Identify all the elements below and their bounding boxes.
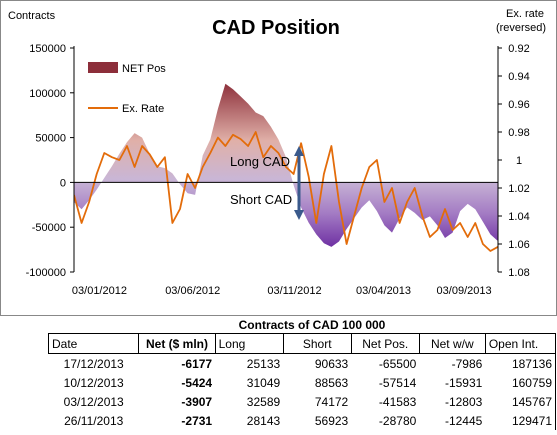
col-open-int: Open Int. xyxy=(484,333,557,354)
cell-date: 10/12/2013 xyxy=(63,375,124,390)
right-tick-label: 1 xyxy=(516,155,522,167)
right-tick-label: 0.98 xyxy=(508,127,529,139)
col-date: Date xyxy=(47,333,139,354)
annotation-short-cad: Short CAD xyxy=(230,192,292,207)
right-axis-label-line2: (reversed) xyxy=(496,22,546,34)
left-tick-label: 0 xyxy=(60,177,66,189)
cell-date: 26/11/2013 xyxy=(64,413,124,428)
positions-table: Date Net ($ mln) Long Short Net Pos. Net… xyxy=(47,333,557,430)
arrow-down-head xyxy=(294,210,304,220)
right-axis-label-line1: Ex. rate xyxy=(506,8,544,20)
col-net-pos: Net Pos. xyxy=(350,333,420,354)
cell-net-ww: -12803 xyxy=(444,394,483,409)
cell-net-pos: -41583 xyxy=(378,394,417,409)
cell-long: 25133 xyxy=(246,356,281,371)
x-tick-label: 03/04/2013 xyxy=(356,285,411,297)
plot-area xyxy=(74,83,498,252)
cell-short: 90633 xyxy=(314,356,349,371)
series-ex-rate-line xyxy=(74,131,498,252)
positions-table-block: Contracts of CAD 100 000 Date Net ($ mln… xyxy=(47,318,557,430)
cell-net-ww: -12445 xyxy=(444,413,483,428)
table-row: 26/11/2013 -2731 28143 56923 -28780 -124… xyxy=(49,411,557,430)
left-tick-label: -100000 xyxy=(26,267,66,279)
cell-net-mln: -6177 xyxy=(181,356,213,371)
table-header-row: Date Net ($ mln) Long Short Net Pos. Net… xyxy=(47,333,557,354)
left-tick-label: 100000 xyxy=(29,88,66,100)
right-tick-label: 0.94 xyxy=(508,71,529,83)
col-short: Short xyxy=(282,333,352,354)
chart: 150000 100000 50000 0 -50000 -100000 0.92 0.94 0… xyxy=(0,0,557,316)
legend-swatch-net-pos xyxy=(88,62,118,73)
cell-long: 32589 xyxy=(246,394,281,409)
table-row: 10/12/2013 -5424 31049 88563 -57514 -159… xyxy=(49,373,557,392)
cell-open-int: 145767 xyxy=(485,392,557,411)
annotation-long-cad: Long CAD xyxy=(230,154,290,169)
cell-open-int: 187136 xyxy=(485,353,557,373)
x-tick-label: 03/01/2012 xyxy=(72,285,127,297)
right-tick-label: 0.92 xyxy=(508,43,529,55)
cell-short: 74172 xyxy=(314,394,349,409)
cell-net-pos: -57514 xyxy=(378,375,417,390)
right-tick-label: 1.06 xyxy=(508,239,529,251)
left-axis-label: Contracts xyxy=(8,10,56,22)
left-tick-label: 50000 xyxy=(35,133,66,145)
left-tick-label: 150000 xyxy=(29,43,66,55)
cell-short: 88563 xyxy=(314,375,349,390)
col-net-mln: Net ($ mln) xyxy=(138,333,216,354)
right-tick-label: 1.04 xyxy=(508,211,529,223)
right-tick-label: 0.96 xyxy=(508,99,529,111)
cell-net-mln: -2731 xyxy=(181,413,213,428)
left-tick-label: -50000 xyxy=(32,222,66,234)
cell-net-ww: -15931 xyxy=(444,375,483,390)
axes: 150000 100000 50000 0 -50000 -100000 0.92 0.94 0… xyxy=(26,43,530,297)
cell-open-int: 160759 xyxy=(485,373,557,392)
cell-long: 31049 xyxy=(246,375,281,390)
cell-net-mln: -3907 xyxy=(181,394,213,409)
cell-open-int: 129471 xyxy=(485,411,557,430)
cell-short: 56923 xyxy=(314,413,349,428)
cell-net-ww: -7986 xyxy=(451,356,483,371)
cell-long: 28143 xyxy=(246,413,281,428)
legend-label-net-pos: NET Pos xyxy=(122,63,166,75)
cell-net-pos: -65500 xyxy=(378,356,417,371)
x-tick-label: 03/11/2012 xyxy=(267,285,321,297)
cell-net-mln: -5424 xyxy=(181,375,213,390)
col-long: Long xyxy=(214,333,284,354)
arrow-up-head xyxy=(294,146,304,156)
cell-date: 17/12/2013 xyxy=(63,356,124,371)
x-tick-label: 03/06/2012 xyxy=(165,285,220,297)
table-title: Contracts of CAD 100 000 xyxy=(238,318,386,332)
x-tick-label: 03/09/2013 xyxy=(437,285,492,297)
right-tick-label: 1.08 xyxy=(508,267,529,279)
table-row: 03/12/2013 -3907 32589 74172 -41583 -128… xyxy=(49,392,557,411)
cell-date: 03/12/2013 xyxy=(63,394,124,409)
legend-label-ex-rate: Ex. Rate xyxy=(122,103,164,115)
col-net-ww: Net w/w xyxy=(418,333,486,354)
chart-text: CAD Position Contracts Ex. rate (reverse… xyxy=(8,8,546,220)
chart-title: CAD Position xyxy=(212,17,340,39)
table-row: 17/12/2013 -6177 25133 90633 -65500 -798… xyxy=(49,353,557,373)
cell-net-pos: -28780 xyxy=(378,413,417,428)
right-tick-label: 1.02 xyxy=(508,183,529,195)
